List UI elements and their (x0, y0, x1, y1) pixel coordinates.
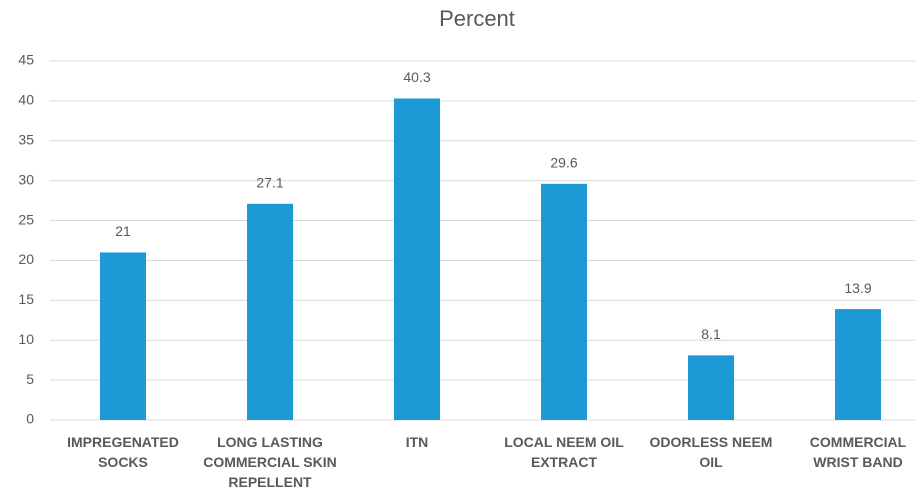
y-tick-label: 25 (18, 211, 34, 227)
chart-title: Percent (439, 6, 515, 31)
x-tick-label: ITN (405, 434, 429, 450)
x-tick-label: LONG LASTING COMMERCIAL SKIN REPELLENT (203, 434, 337, 490)
value-label: 40.3 (403, 69, 430, 85)
value-label: 13.9 (844, 280, 871, 296)
x-tick-label: ODORLESS NEEM OIL (649, 434, 773, 470)
y-tick-label: 45 (18, 52, 34, 68)
value-label: 21 (115, 223, 131, 239)
y-tick-label: 30 (18, 171, 34, 187)
y-tick-label: 5 (26, 371, 34, 387)
y-tick-label: 0 (26, 411, 34, 427)
value-label: 27.1 (256, 175, 283, 191)
y-tick-label: 15 (18, 291, 34, 307)
y-tick-label: 40 (18, 92, 34, 108)
bar (541, 183, 587, 420)
bar (247, 203, 293, 420)
bar (394, 98, 440, 421)
x-tick-label: IMPREGENATED SOCKS (67, 434, 179, 470)
y-tick-label: 10 (18, 331, 34, 347)
y-tick-label: 20 (18, 251, 34, 267)
y-tick-label: 35 (18, 131, 34, 147)
x-tick-label: LOCAL NEEM OIL EXTRACT (504, 434, 624, 470)
bar (835, 309, 881, 420)
x-tick-label: COMMERCIAL WRIST BAND (809, 434, 907, 470)
bar (688, 355, 734, 420)
bar (100, 252, 146, 420)
value-label: 8.1 (701, 326, 721, 342)
value-label: 29.6 (550, 155, 577, 171)
